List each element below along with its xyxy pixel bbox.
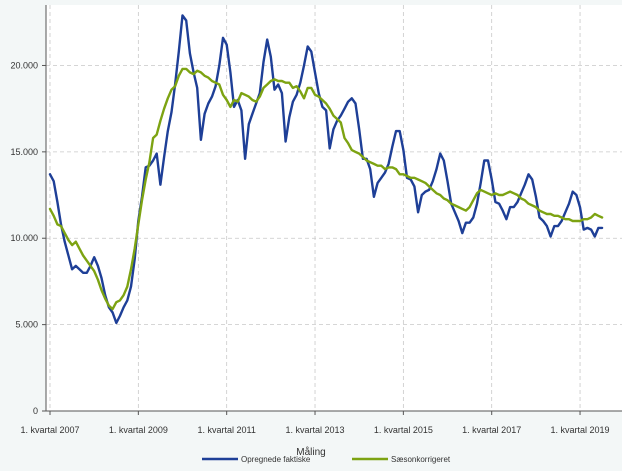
series-line-2 (48, 67, 604, 311)
y-tick-label: 0 (33, 406, 38, 416)
y-tick-label: 10.000 (10, 233, 38, 243)
series-lines (48, 14, 604, 325)
x-tick-label: 1. kvartal 2017 (462, 425, 521, 435)
legend-label-2: Sæsonkorrigeret (391, 455, 451, 464)
y-axis-ticks: 0 5.000 10.000 15.000 20.000 (10, 60, 46, 416)
x-tick-label: 1. kvartal 2009 (109, 425, 168, 435)
legend-items: Opregnede faktiske Sæsonkorrigeret (202, 455, 451, 464)
y-tick-label: 15.000 (10, 147, 38, 157)
y-tick-label: 20.000 (10, 60, 38, 70)
x-tick-label: 1. kvartal 2013 (285, 425, 344, 435)
x-axis-ticks: 1. kvartal 2007 1. kvartal 2009 1. kvartal… (20, 411, 610, 435)
x-tick-label: 1. kvartal 2019 (551, 425, 610, 435)
x-tick-label: 1. kvartal 2007 (20, 425, 79, 435)
legend-label-1: Opregnede faktiske (241, 455, 311, 464)
legend-title: Måling (296, 446, 325, 458)
y-tick-label: 5.000 (15, 320, 38, 330)
axes (45, 5, 622, 412)
x-tick-label: 1. kvartal 2011 (197, 425, 255, 435)
x-tick-label: 1. kvartal 2015 (374, 425, 433, 435)
legend: Måling Opregnede faktiske Sæsonkorrigeret (202, 446, 451, 464)
